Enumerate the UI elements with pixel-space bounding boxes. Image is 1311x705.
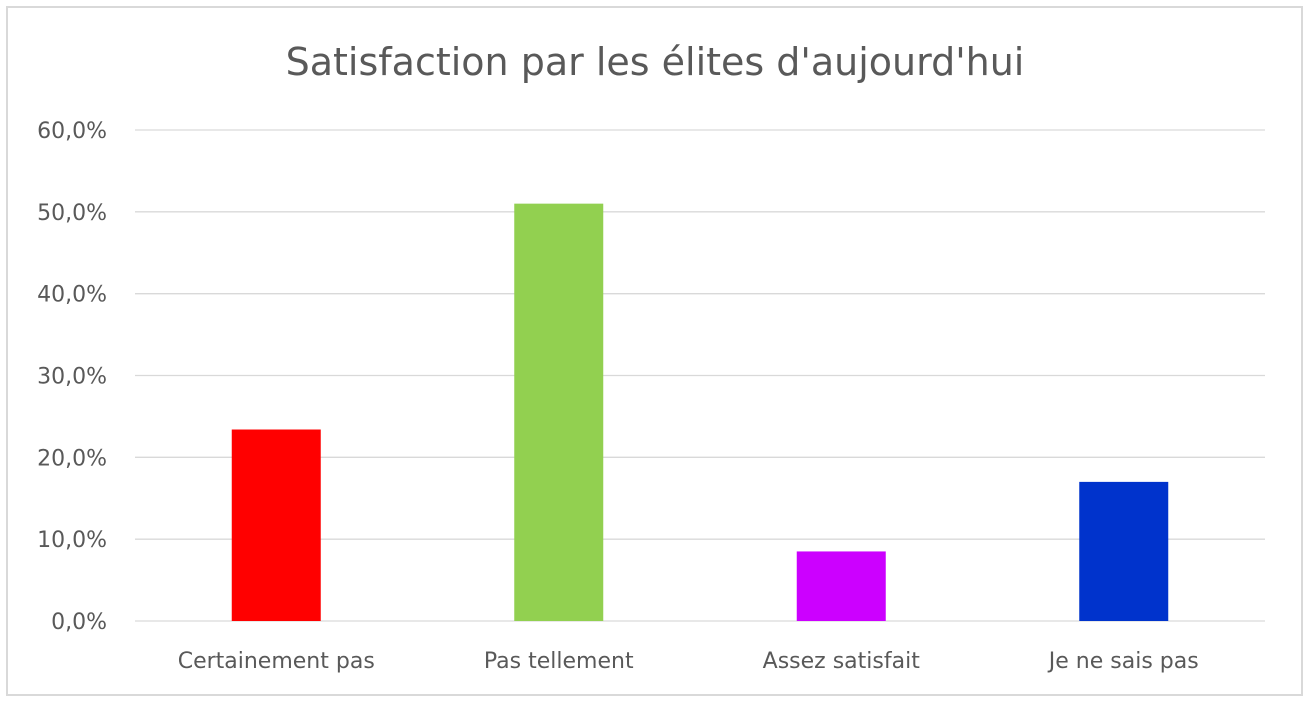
bar-3 [1079,481,1169,621]
x-category-label: Je ne sais pas [1047,649,1199,674]
x-category-label: Assez satisfait [763,649,921,674]
bar-0 [231,429,321,621]
y-tick-label: 30,0% [37,365,107,390]
y-tick-label: 50,0% [37,201,107,226]
x-category-label: Certainement pas [178,649,375,674]
y-tick-label: 10,0% [37,528,107,553]
x-category-label: Pas tellement [484,649,634,674]
x-axis-categories: Certainement pas Pas tellement Assez satis… [178,649,1199,674]
y-tick-label: 60,0% [37,119,107,144]
y-axis-ticks: 0,0% 10,0% 20,0% 30,0% 40,0% 50,0% 60,0% [37,119,107,635]
bars [231,203,1169,621]
bar-1 [514,203,604,621]
bar-2 [796,551,886,621]
y-tick-label: 40,0% [37,283,107,308]
y-tick-label: 0,0% [51,610,107,635]
y-tick-label: 20,0% [37,446,107,471]
chart-title: Satisfaction par les élites d'aujourd'hu… [286,40,1025,84]
gridlines [135,129,1265,622]
